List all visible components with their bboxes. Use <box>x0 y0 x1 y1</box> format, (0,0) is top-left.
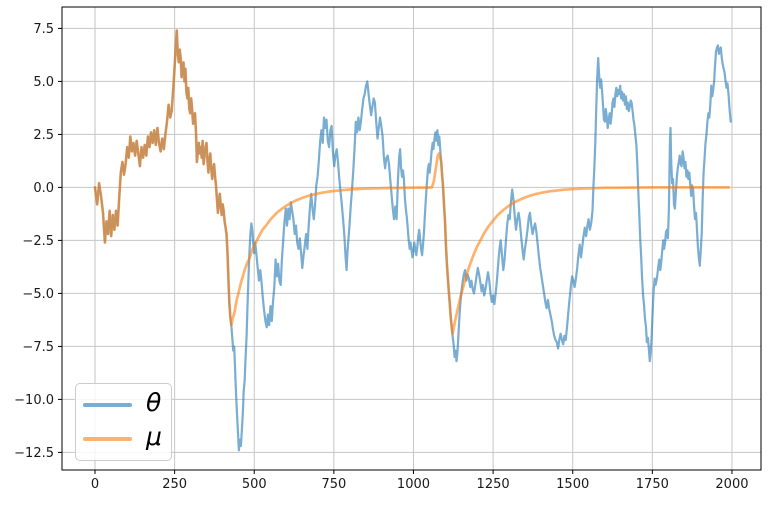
x-tick-label: 750 <box>321 477 346 492</box>
x-tick-label: 500 <box>242 477 267 492</box>
y-tick-label: 5.0 <box>33 75 54 90</box>
theta-swatch <box>83 403 132 407</box>
y-tick-label: −2.5 <box>22 234 54 249</box>
legend-label-mu: μ <box>146 421 162 451</box>
axes-spines <box>61 6 762 471</box>
x-tick-label: 0 <box>91 477 99 492</box>
y-tick-label: −10.0 <box>14 393 54 408</box>
y-tick-label: 7.5 <box>33 22 54 37</box>
y-tick-label: 0.0 <box>33 181 54 196</box>
x-tick-label: 1250 <box>477 477 510 492</box>
legend-item-theta: θ <box>76 388 171 422</box>
mu-swatch <box>83 437 132 441</box>
x-tick-label: 1000 <box>397 477 430 492</box>
legend-item-mu: μ <box>76 422 171 456</box>
plot-area <box>62 7 761 470</box>
y-tick-label: 2.5 <box>33 128 54 143</box>
x-tick-label: 250 <box>162 477 187 492</box>
legend-label-theta: θ <box>146 387 162 417</box>
x-tick-label: 2000 <box>715 477 748 492</box>
mu-series-line <box>93 29 731 336</box>
y-tick-label: −5.0 <box>22 287 54 302</box>
y-tick-label: −7.5 <box>22 340 54 355</box>
legend: θ μ <box>75 383 172 461</box>
x-tick-label: 1500 <box>556 477 589 492</box>
x-tick-label: 1750 <box>636 477 669 492</box>
y-tick-label: −12.5 <box>14 446 54 461</box>
